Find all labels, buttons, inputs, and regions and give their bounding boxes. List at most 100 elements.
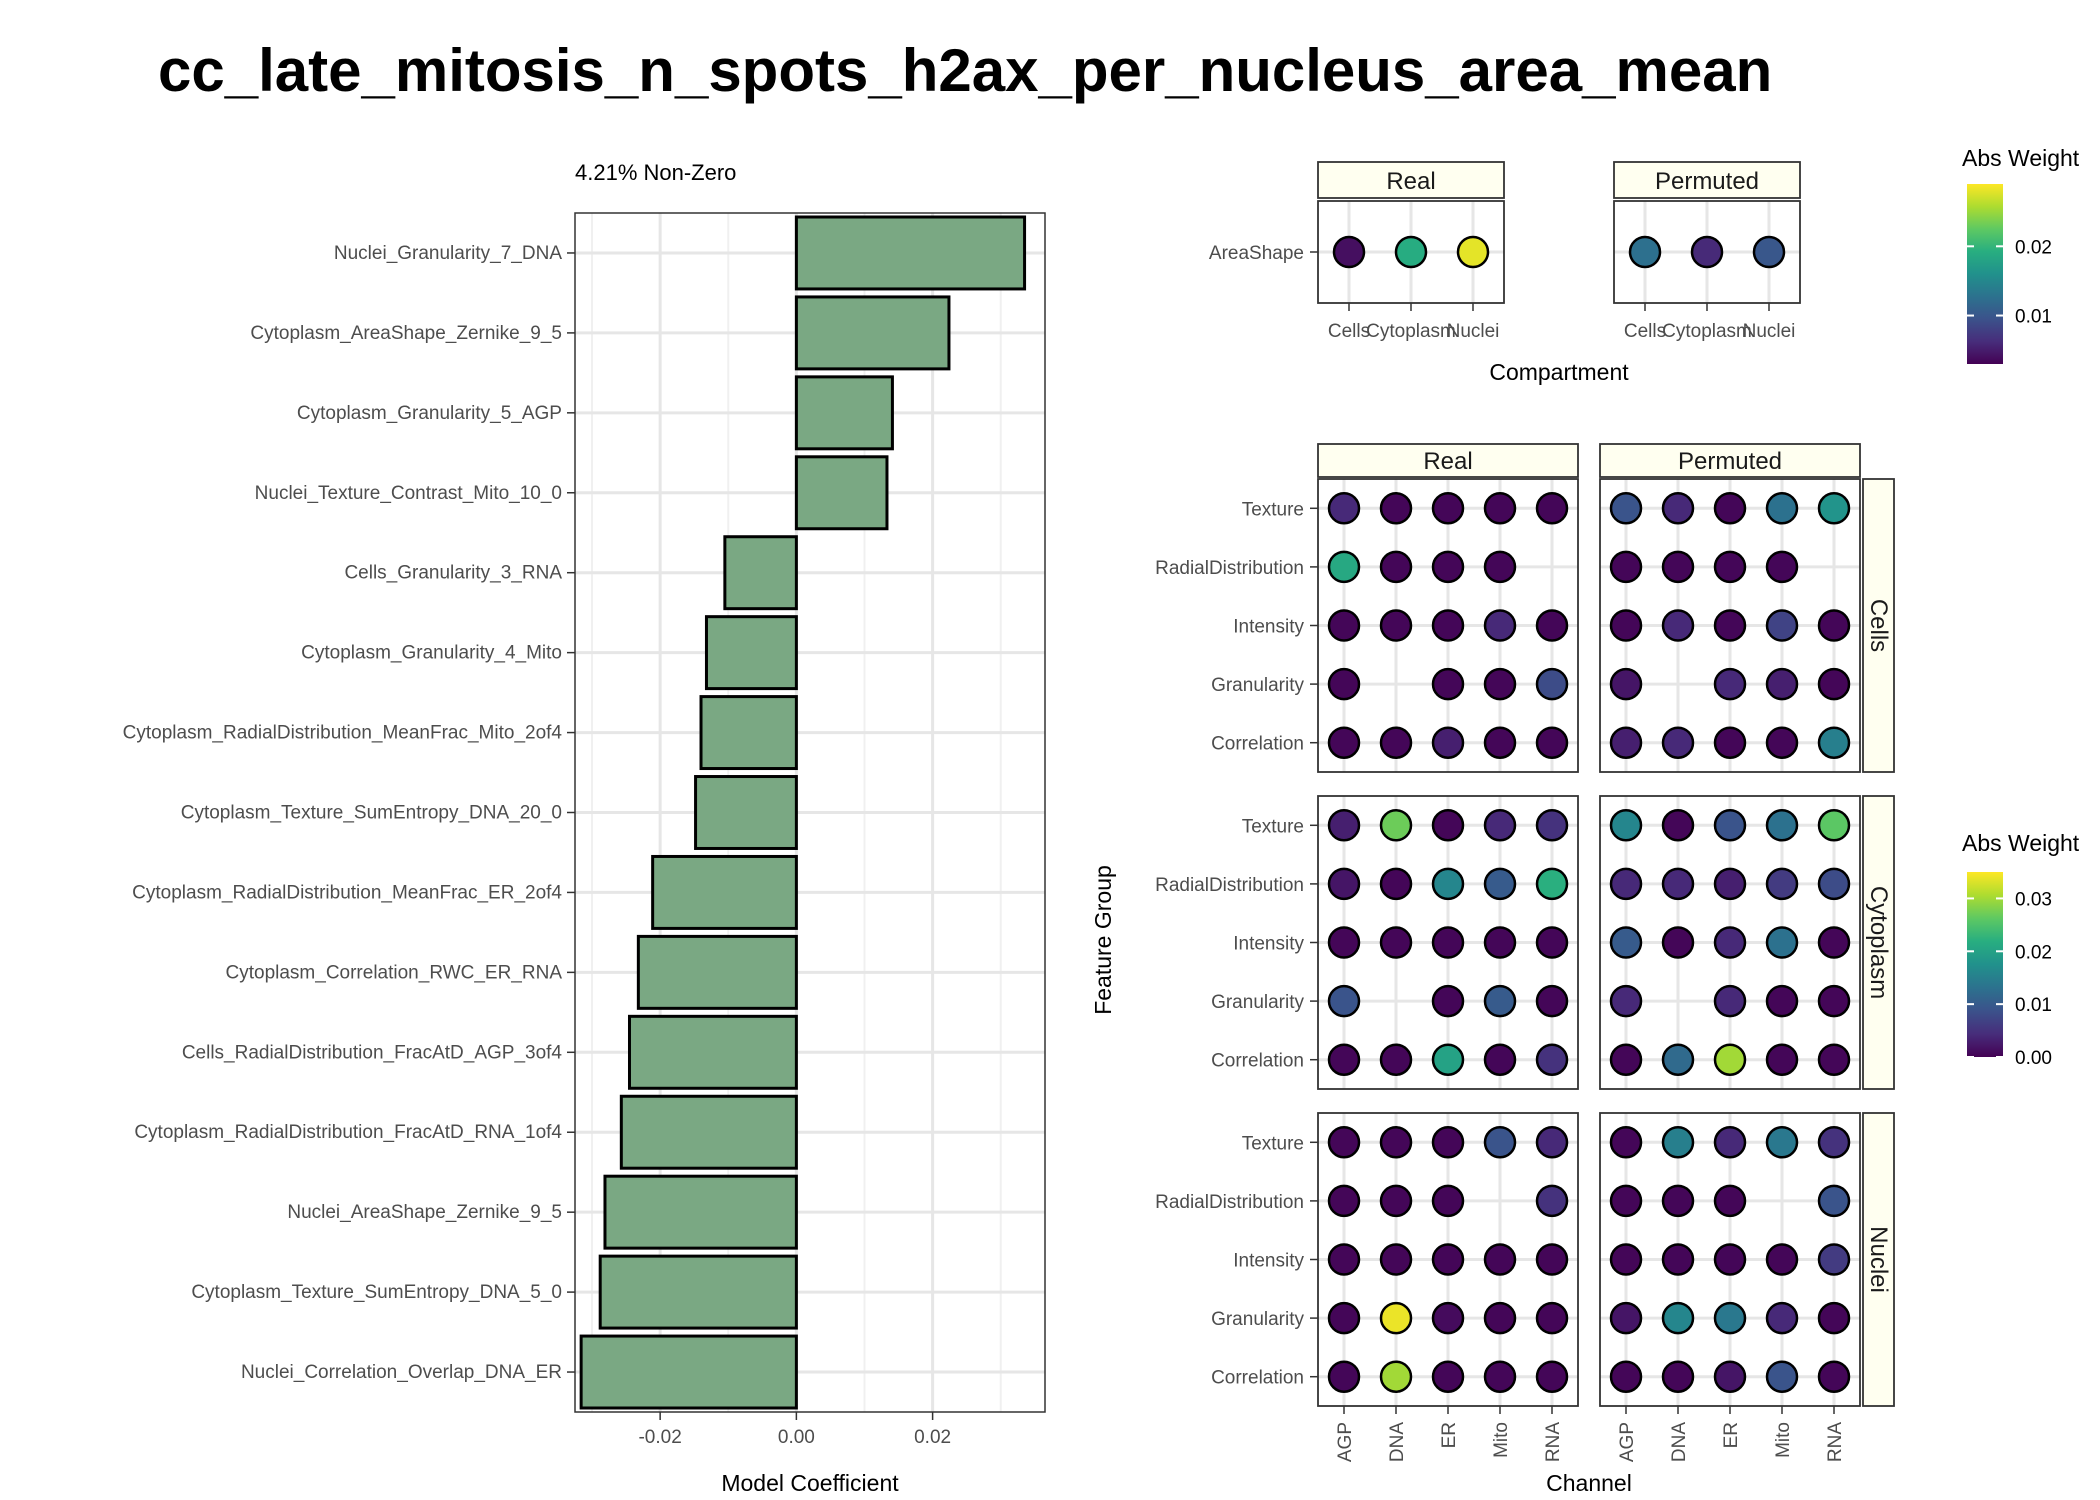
feature-group-label: Correlation: [1211, 1368, 1304, 1389]
feature-group-label: Texture: [1242, 816, 1304, 837]
colorbar-tick-label: 0.00: [2015, 1048, 2052, 1069]
weight-dot: [1713, 984, 1747, 1018]
legend-title: Abs Weight: [1962, 145, 2080, 171]
weight-dot: [1483, 926, 1517, 959]
bar-category-label: Cytoplasm_RadialDistribution_MeanFrac_Mi…: [123, 723, 563, 744]
weight-dot: [1817, 926, 1851, 959]
bar-category-label: Cytoplasm_Correlation_RWC_ER_RNA: [226, 962, 563, 983]
weight-dot: [1456, 235, 1490, 269]
weight-dot: [1713, 926, 1747, 959]
bar-x-axis-title: Model Coefficient: [721, 1470, 899, 1496]
weight-dot: [1661, 1184, 1695, 1218]
facet-strip-real: [1317, 161, 1505, 199]
weight-dot: [1609, 492, 1643, 525]
bar-category-label: Nuclei_AreaShape_Zernike_9_5: [287, 1202, 562, 1223]
weight-dot: [1535, 867, 1569, 901]
weight-dot: [1379, 1126, 1413, 1159]
weight-dot: [1609, 667, 1643, 701]
legend-title: Abs Weight: [1962, 830, 2080, 856]
facet-strip-permuted: [1599, 443, 1861, 478]
weight-dot: [1431, 1360, 1465, 1393]
weight-dot: [1765, 809, 1799, 842]
bar: [794, 215, 1027, 291]
weight-dot: [1661, 1301, 1695, 1335]
weight-dot: [1483, 809, 1517, 842]
weight-dot: [1609, 867, 1643, 901]
dot-panel-border: [1599, 478, 1861, 773]
bar-x-tick-label: -0.02: [638, 1427, 681, 1448]
weight-dot: [1431, 1043, 1465, 1076]
weight-dot: [1535, 984, 1569, 1018]
bar: [794, 375, 894, 451]
feature-group-label: Texture: [1242, 1133, 1304, 1154]
dot-panel-border: [1317, 795, 1579, 1090]
channel-tick-label: RNA: [1825, 1422, 1846, 1462]
bar-x-tick-label: 0.00: [778, 1427, 815, 1448]
weight-dot: [1817, 1360, 1851, 1393]
weight-dot: [1609, 926, 1643, 959]
weight-dot: [1752, 235, 1786, 269]
weight-dot: [1817, 492, 1851, 525]
weight-dot: [1661, 809, 1695, 842]
compartment-tick-label: Nuclei: [1447, 321, 1500, 342]
feature-group-label: RadialDistribution: [1155, 1192, 1304, 1213]
weight-dot: [1327, 550, 1361, 584]
feature-group-label: Granularity: [1211, 1309, 1304, 1330]
feature-group-label: Intensity: [1233, 617, 1304, 638]
weight-dot: [1431, 550, 1465, 584]
bar: [699, 695, 798, 771]
weight-dot: [1431, 867, 1465, 901]
bar-chart-subtitle: 4.21% Non-Zero: [575, 160, 736, 185]
weight-dot: [1817, 609, 1851, 642]
weight-dot: [1661, 492, 1695, 525]
weight-dot: [1327, 867, 1361, 901]
weight-dot: [1535, 667, 1569, 701]
bar: [603, 1174, 798, 1250]
weight-dot: [1379, 550, 1413, 584]
facet-row-label: Nuclei: [1865, 1226, 1892, 1293]
bar-category-label: Cells_RadialDistribution_FracAtD_AGP_3of…: [182, 1042, 563, 1063]
weight-dot: [1327, 1126, 1361, 1159]
coefficient-bar-chart: 4.21% Non-Zero Nuclei_Granularity_7_DNA C…: [123, 160, 1046, 1496]
bar-category-label: Cytoplasm_AreaShape_Zernike_9_5: [250, 323, 562, 344]
weight-dot: [1483, 1126, 1517, 1159]
weight-dot: [1609, 1126, 1643, 1159]
weight-dot: [1483, 1301, 1517, 1335]
compartment-tick-label: Cytoplasm: [1662, 321, 1752, 342]
weight-dot: [1713, 809, 1747, 842]
channel-tick-label: RNA: [1543, 1422, 1564, 1462]
colorbar-tick-label: 0.03: [2015, 889, 2052, 910]
weight-dot: [1431, 984, 1465, 1018]
weight-dot: [1379, 1360, 1413, 1393]
channel-tick-label: DNA: [1669, 1422, 1690, 1462]
bar-category-label: Nuclei_Correlation_Overlap_DNA_ER: [241, 1362, 562, 1383]
channel-tick-label: Mito: [1491, 1422, 1512, 1458]
facet-strip-label: Real: [1423, 448, 1472, 475]
weight-dot: [1483, 726, 1517, 759]
weight-dot: [1431, 726, 1465, 759]
weight-dot: [1609, 1360, 1643, 1393]
dot-panel-border: [1599, 795, 1861, 1090]
weight-dot: [1609, 1243, 1643, 1276]
weight-dot: [1713, 667, 1747, 701]
feature-group-dot-plot: Real Permuted Cells Texture RadialDistributi…: [1090, 443, 1895, 1496]
colorbar-tick-label: 0.01: [2015, 307, 2052, 328]
weight-dot: [1327, 609, 1361, 642]
channel-tick-label: ER: [1721, 1422, 1742, 1448]
channel-tick-label: Mito: [1773, 1422, 1794, 1458]
feature-group-label: Texture: [1242, 499, 1304, 520]
weight-dot: [1431, 492, 1465, 525]
weight-dot: [1817, 1126, 1851, 1159]
facet-row-strip-nuclei: [1862, 1112, 1895, 1407]
facet-strip-label: Permuted: [1655, 168, 1759, 195]
weight-dot: [1535, 809, 1569, 842]
weight-dot: [1379, 609, 1413, 642]
weight-dot: [1483, 609, 1517, 642]
weight-dot: [1327, 984, 1361, 1018]
facet-row-label: Cytoplasm: [1865, 886, 1892, 999]
facet-row-label: Cells: [1865, 599, 1892, 652]
weight-dot: [1483, 667, 1517, 701]
colorbar-tick-label: 0.02: [2015, 942, 2052, 963]
dot-panel-border: [1317, 478, 1579, 773]
facet-strip-permuted: [1613, 161, 1801, 199]
